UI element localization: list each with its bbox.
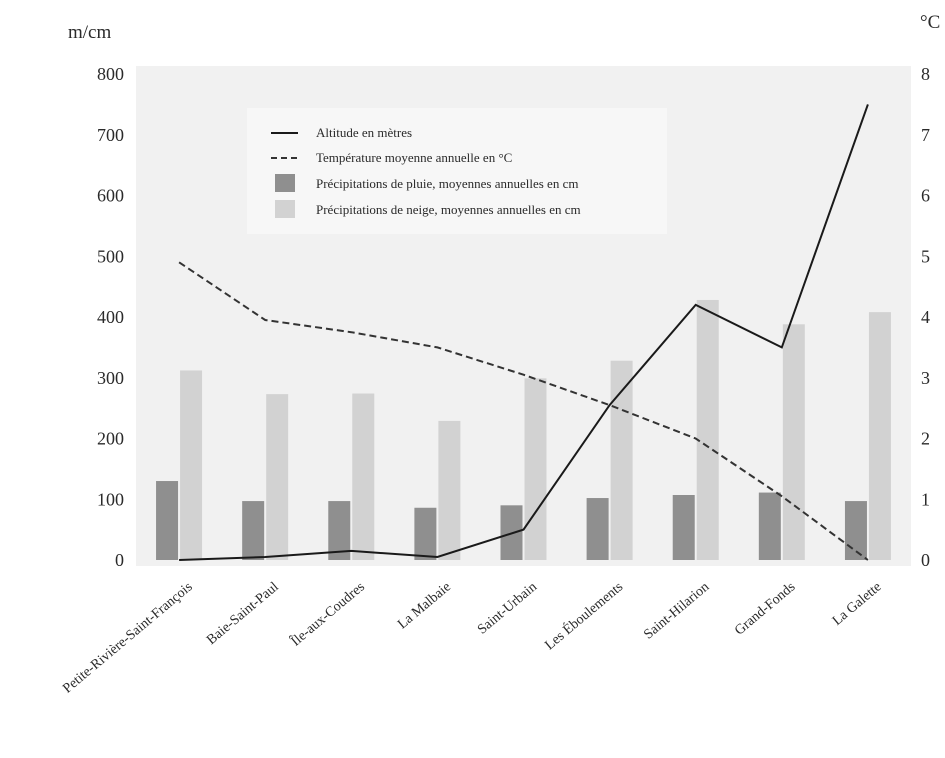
bar-rain <box>758 492 781 560</box>
bars-layer <box>156 299 891 560</box>
right-tick-label: 3 <box>921 368 930 388</box>
right-tick-label: 8 <box>921 64 930 84</box>
bar-rain <box>586 498 609 560</box>
x-tick-label: Saint-Urbain <box>475 580 540 638</box>
right-tick-label: 1 <box>921 489 930 509</box>
x-tick-label: Saint-Hilarion <box>641 580 712 643</box>
left-axis-label: m/cm <box>68 22 111 43</box>
bar-snow <box>352 393 375 560</box>
legend: Altitude en mètres Température moyenne a… <box>247 108 667 234</box>
legend-label-rain: Précipitations de pluie, moyennes annuel… <box>316 176 578 191</box>
bar-rain <box>328 501 351 560</box>
left-tick-label: 0 <box>115 550 124 570</box>
bar-rain <box>414 507 437 560</box>
legend-swatch-snow <box>275 200 295 218</box>
x-labels-layer: Petite-Rivière-Saint-François Baie-Saint-… <box>60 578 884 696</box>
legend-box <box>247 108 667 234</box>
left-tick-label: 800 <box>97 64 124 84</box>
line-altitude <box>179 104 869 561</box>
x-tick-label: La Galette <box>830 580 885 629</box>
bar-snow <box>438 420 461 560</box>
legend-swatch-rain <box>275 174 295 192</box>
ticks-layer: 0 100 200 300 400 500 600 700 800 0 1 2 3 4 5 6 7 8 <box>97 64 930 570</box>
bar-snow <box>266 394 289 560</box>
bar-rain <box>242 501 265 560</box>
bar-snow <box>696 299 719 560</box>
bar-rain <box>156 481 179 560</box>
left-tick-label: 700 <box>97 125 124 145</box>
bar-snow <box>782 324 805 560</box>
x-tick-label: La Malbaie <box>395 580 454 633</box>
bar-snow <box>610 360 633 560</box>
left-tick-label: 600 <box>97 186 124 206</box>
left-tick-label: 400 <box>97 307 124 327</box>
bar-rain <box>844 501 867 560</box>
left-tick-label: 300 <box>97 368 124 388</box>
left-tick-label: 200 <box>97 429 124 449</box>
left-tick-label: 100 <box>97 489 124 509</box>
right-axis-label: °C <box>920 12 940 33</box>
right-tick-label: 6 <box>921 186 930 206</box>
bar-snow <box>180 370 203 560</box>
right-tick-label: 7 <box>921 125 930 145</box>
left-tick-label: 500 <box>97 246 124 266</box>
legend-label-snow: Précipitations de neige, moyennes annuel… <box>316 202 581 217</box>
bar-snow <box>524 378 547 560</box>
right-tick-label: 5 <box>921 246 930 266</box>
right-tick-label: 2 <box>921 429 930 449</box>
x-tick-label: Grand-Fonds <box>732 580 798 639</box>
bar-snow <box>868 312 891 560</box>
x-tick-label: Petite-Rivière-Saint-François <box>60 580 195 697</box>
bar-rain <box>672 494 695 560</box>
lines-layer <box>178 104 869 561</box>
right-tick-label: 0 <box>921 550 930 570</box>
x-tick-label: Île-aux-Coudres <box>287 578 368 649</box>
x-tick-label: Les Éboulements <box>541 578 626 653</box>
legend-label-temperature: Température moyenne annuelle en °C <box>316 150 512 165</box>
line-temperature <box>178 261 869 561</box>
legend-label-altitude: Altitude en mètres <box>316 125 412 140</box>
right-tick-label: 4 <box>921 307 930 327</box>
x-tick-label: Baie-Saint-Paul <box>204 580 282 649</box>
